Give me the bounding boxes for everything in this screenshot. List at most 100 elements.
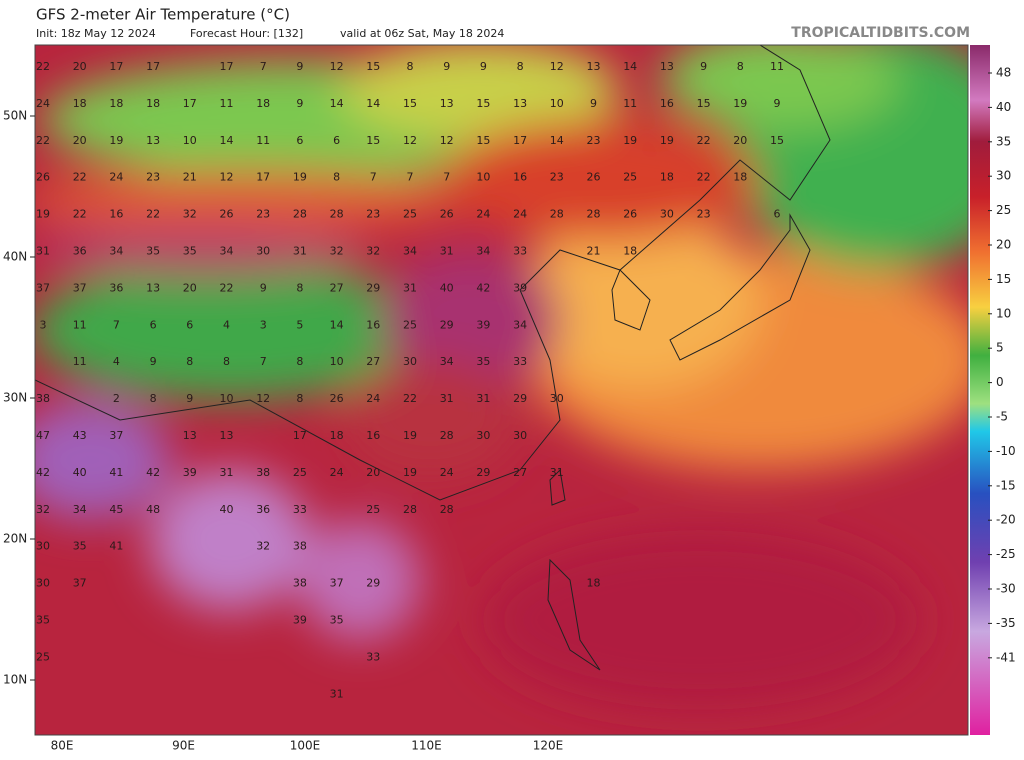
temperature-value: 18 — [109, 97, 123, 110]
temperature-value: 22 — [73, 171, 87, 184]
temperature-value: 24 — [440, 466, 454, 479]
colorbar-label: 35 — [996, 134, 1011, 148]
temperature-value: 26 — [330, 392, 344, 405]
temperature-value: 6 — [150, 318, 157, 331]
temperature-value: 15 — [770, 134, 784, 147]
temperature-value: 30 — [660, 208, 674, 221]
colorbar-label: -30 — [996, 582, 1016, 596]
temperature-value: 8 — [296, 281, 303, 294]
temperature-value: 18 — [256, 97, 270, 110]
temperature-value: 24 — [109, 171, 123, 184]
temperature-value: 25 — [293, 466, 307, 479]
temperature-value: 8 — [150, 392, 157, 405]
temperature-value: 25 — [366, 503, 380, 516]
temperature-value: 39 — [293, 614, 307, 627]
temperature-value: 8 — [296, 392, 303, 405]
temperature-value: 31 — [293, 245, 307, 258]
temperature-value: 17 — [109, 60, 123, 73]
temperature-value: 7 — [407, 171, 414, 184]
temperature-value: 9 — [186, 392, 193, 405]
temperature-value: 16 — [513, 171, 527, 184]
temperature-value: 35 — [183, 245, 197, 258]
temperature-value: 12 — [330, 60, 344, 73]
colorbar-label: 25 — [996, 203, 1011, 217]
temperature-value: 24 — [513, 208, 527, 221]
temperature-value: 35 — [330, 614, 344, 627]
temperature-value: 30 — [513, 429, 527, 442]
temperature-value: 32 — [36, 503, 50, 516]
temperature-value: 22 — [403, 392, 417, 405]
temperature-value: 20 — [733, 134, 747, 147]
colorbar-label: 10 — [996, 306, 1011, 320]
temperature-value: 25 — [403, 208, 417, 221]
temperature-value: 17 — [293, 429, 307, 442]
temperature-value: 38 — [293, 540, 307, 553]
temperature-value: 30 — [403, 355, 417, 368]
temperature-value: 28 — [550, 208, 564, 221]
temperature-value: 31 — [403, 281, 417, 294]
temperature-value: 14 — [220, 134, 234, 147]
temperature-field — [35, 45, 968, 735]
temperature-value: 23 — [550, 171, 564, 184]
temperature-value: 20 — [73, 60, 87, 73]
temperature-value: 23 — [256, 208, 270, 221]
temperature-value: 15 — [697, 97, 711, 110]
temperature-value: 6 — [774, 208, 781, 221]
temperature-value: 11 — [770, 60, 784, 73]
temperature-value: 28 — [330, 208, 344, 221]
temperature-value: 9 — [443, 60, 450, 73]
temperature-value: 34 — [73, 503, 87, 516]
lat-label: 40N — [3, 250, 27, 264]
temperature-value: 32 — [330, 245, 344, 258]
temperature-value: 22 — [36, 60, 50, 73]
temperature-value: 23 — [146, 171, 160, 184]
temperature-value: 26 — [587, 171, 601, 184]
temperature-value: 16 — [366, 429, 380, 442]
temperature-value: 9 — [260, 281, 267, 294]
temperature-value: 38 — [293, 577, 307, 590]
temperature-value: 7 — [370, 171, 377, 184]
lat-label: 10N — [3, 673, 27, 687]
temperature-value: 14 — [330, 97, 344, 110]
map-frame — [34, 44, 969, 736]
lon-label: 120E — [533, 739, 564, 753]
temperature-value: 43 — [73, 429, 87, 442]
temperature-value: 39 — [183, 466, 197, 479]
temperature-value: 33 — [293, 503, 307, 516]
colorbar-label: -5 — [996, 410, 1008, 424]
temperature-value: 14 — [550, 134, 564, 147]
colorbar-label: -35 — [996, 616, 1016, 630]
temperature-value: 19 — [623, 134, 637, 147]
temperature-value: 32 — [256, 540, 270, 553]
temperature-value: 22 — [697, 171, 711, 184]
temperature-value: 4 — [113, 355, 120, 368]
temperature-value: 12 — [440, 134, 454, 147]
temperature-value: 8 — [737, 60, 744, 73]
temperature-value: 30 — [36, 577, 50, 590]
temperature-value: 37 — [73, 281, 87, 294]
colorbar-label: 40 — [996, 100, 1011, 114]
forecast-hour: Forecast Hour: [132] — [190, 27, 303, 40]
lon-label: 80E — [51, 739, 74, 753]
temperature-value: 12 — [403, 134, 417, 147]
temperature-value: 20 — [183, 281, 197, 294]
temperature-value: 13 — [146, 134, 160, 147]
temperature-value: 27 — [513, 466, 527, 479]
temperature-value: 17 — [256, 171, 270, 184]
temperature-value: 23 — [366, 208, 380, 221]
temperature-value: 48 — [146, 503, 160, 516]
temperature-value: 34 — [513, 318, 527, 331]
temperature-value: 37 — [330, 577, 344, 590]
temperature-value: 31 — [330, 687, 344, 700]
colorbar-label: 48 — [996, 66, 1011, 80]
temperature-value: 37 — [109, 429, 123, 442]
temperature-value: 29 — [440, 318, 454, 331]
temperature-value: 9 — [700, 60, 707, 73]
temperature-value: 34 — [440, 355, 454, 368]
temperature-value: 10 — [330, 355, 344, 368]
temperature-value: 12 — [220, 171, 234, 184]
temperature-value: 39 — [513, 281, 527, 294]
colorbar-label: -15 — [996, 478, 1016, 492]
colorbar-label: 5 — [996, 341, 1004, 355]
temperature-value: 13 — [660, 60, 674, 73]
